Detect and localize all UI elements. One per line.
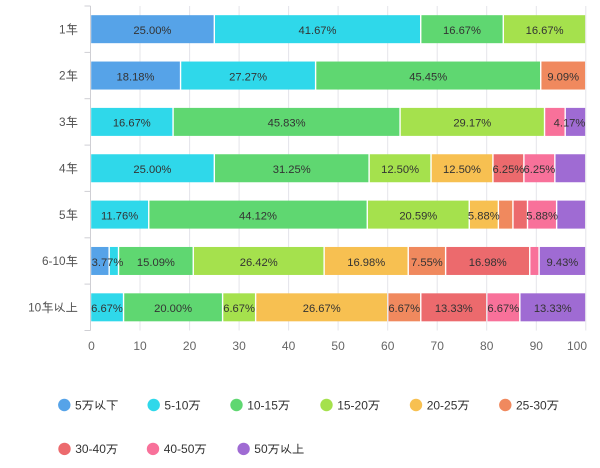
svg-text:9.43%: 9.43% — [547, 257, 579, 269]
svg-text:70: 70 — [431, 339, 445, 353]
svg-text:6.67%: 6.67% — [223, 303, 255, 315]
svg-text:5-10: 5-10 — [164, 398, 188, 412]
svg-text:15.09%: 15.09% — [137, 257, 175, 269]
svg-text:18.18%: 18.18% — [117, 71, 155, 83]
svg-text:6.67%: 6.67% — [388, 303, 420, 315]
svg-text:15-20: 15-20 — [337, 398, 368, 412]
svg-text:80: 80 — [480, 339, 494, 353]
svg-text:45.83%: 45.83% — [268, 118, 306, 130]
svg-text:10: 10 — [28, 301, 42, 315]
svg-text:9.09%: 9.09% — [547, 71, 579, 83]
svg-text:4: 4 — [59, 162, 66, 176]
svg-text:16.67%: 16.67% — [443, 25, 481, 37]
svg-text:1: 1 — [59, 22, 66, 36]
svg-text:41.67%: 41.67% — [299, 25, 337, 37]
svg-text:13.33%: 13.33% — [435, 303, 473, 315]
svg-text:25.00%: 25.00% — [133, 164, 171, 176]
svg-text:3.77%: 3.77% — [92, 257, 124, 269]
svg-text:30-40: 30-40 — [75, 442, 106, 456]
svg-text:16.67%: 16.67% — [113, 118, 151, 130]
svg-text:16.98%: 16.98% — [347, 257, 385, 269]
svg-text:6-10: 6-10 — [42, 254, 66, 268]
svg-text:6.25%: 6.25% — [524, 164, 556, 176]
svg-text:20-25: 20-25 — [427, 398, 458, 412]
svg-text:16.98%: 16.98% — [469, 257, 507, 269]
svg-text:50: 50 — [254, 442, 268, 456]
svg-text:5.88%: 5.88% — [526, 210, 558, 222]
svg-text:20: 20 — [183, 339, 197, 353]
svg-text:25.00%: 25.00% — [133, 25, 171, 37]
svg-text:10-15: 10-15 — [247, 398, 278, 412]
svg-text:12.50%: 12.50% — [381, 164, 419, 176]
svg-text:7.55%: 7.55% — [411, 257, 443, 269]
svg-text:5.88%: 5.88% — [468, 210, 500, 222]
svg-text:6.25%: 6.25% — [493, 164, 525, 176]
svg-text:13.33%: 13.33% — [534, 303, 572, 315]
svg-text:16.67%: 16.67% — [526, 25, 564, 37]
svg-text:31.25%: 31.25% — [273, 164, 311, 176]
svg-text:44.12%: 44.12% — [239, 210, 277, 222]
svg-text:12.50%: 12.50% — [443, 164, 481, 176]
svg-text:5: 5 — [59, 208, 66, 222]
svg-text:100: 100 — [567, 339, 587, 353]
svg-text:26.67%: 26.67% — [303, 303, 341, 315]
svg-text:25-30: 25-30 — [516, 398, 547, 412]
svg-text:10: 10 — [133, 339, 147, 353]
svg-text:20.59%: 20.59% — [399, 210, 437, 222]
svg-text:50: 50 — [331, 339, 345, 353]
svg-text:40: 40 — [282, 339, 296, 353]
svg-text:4.17%: 4.17% — [554, 118, 586, 130]
svg-text:3: 3 — [59, 115, 66, 129]
svg-text:90: 90 — [530, 339, 544, 353]
svg-text:20.00%: 20.00% — [154, 303, 192, 315]
svg-text:6.67%: 6.67% — [91, 303, 123, 315]
svg-text:30: 30 — [232, 339, 246, 353]
svg-text:6.67%: 6.67% — [487, 303, 519, 315]
svg-text:29.17%: 29.17% — [453, 118, 491, 130]
svg-text:11.76%: 11.76% — [101, 210, 138, 222]
svg-text:27.27%: 27.27% — [229, 71, 267, 83]
svg-text:0: 0 — [88, 339, 95, 353]
svg-text:26.42%: 26.42% — [240, 257, 278, 269]
svg-text:45.45%: 45.45% — [409, 71, 447, 83]
svg-text:40-50: 40-50 — [164, 442, 195, 456]
svg-text:60: 60 — [381, 339, 395, 353]
svg-text:2: 2 — [59, 69, 66, 83]
svg-text:5: 5 — [75, 398, 82, 412]
